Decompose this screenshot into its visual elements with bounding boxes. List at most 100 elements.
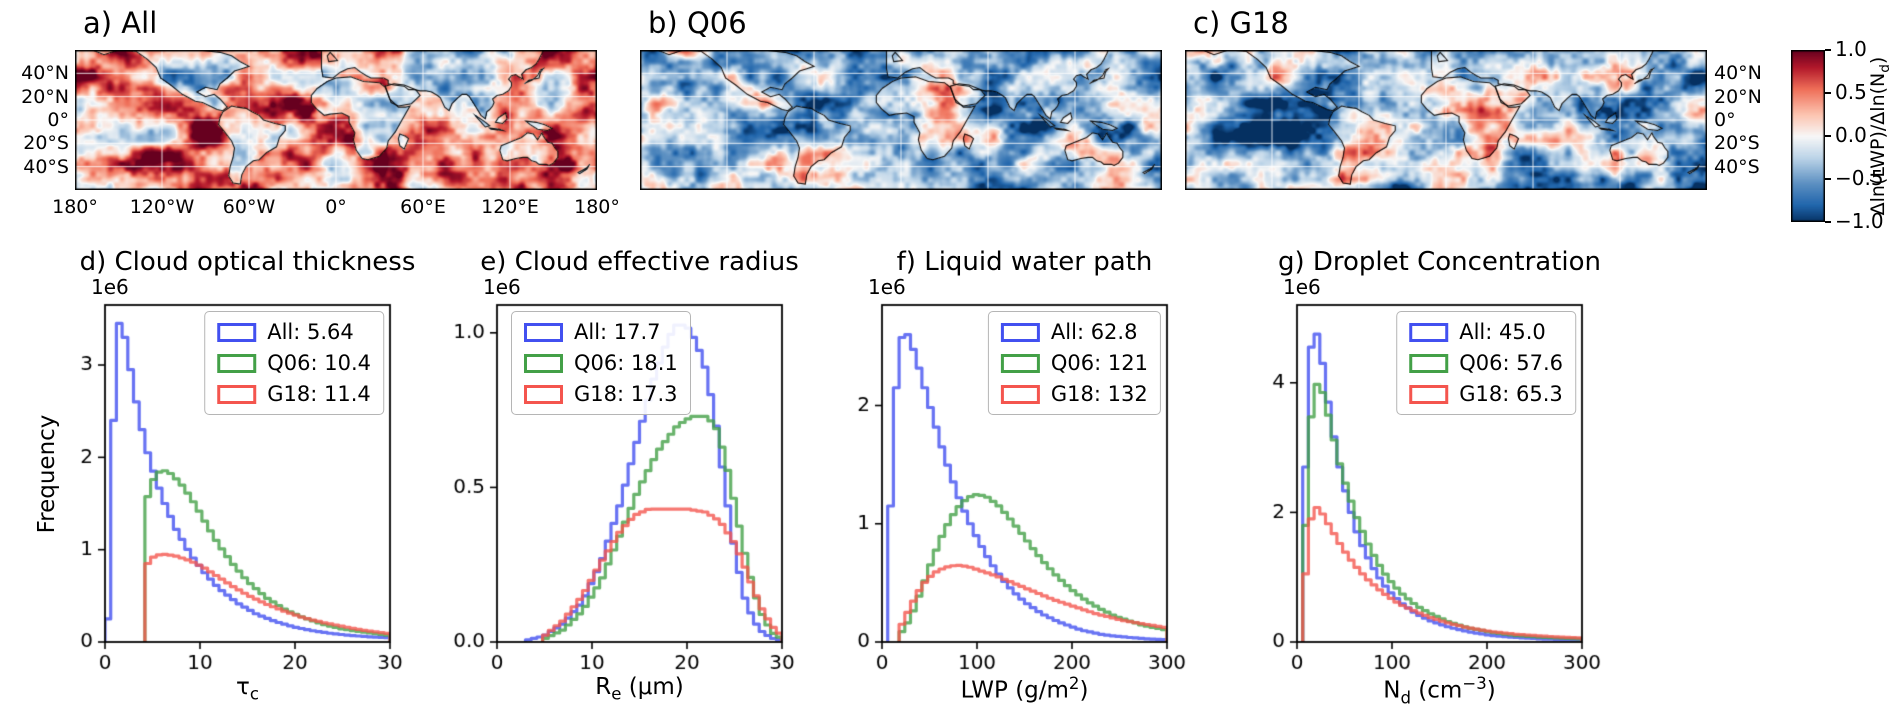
label-segment: LWP (g/m — [960, 677, 1069, 704]
map-lat-tick-label-right: 0° — [1714, 109, 1736, 131]
map-lat-tick-label-right: 40°N — [1714, 62, 1762, 85]
legend-swatch-g18 — [1000, 384, 1040, 404]
map-lat-tick-label-right: 20°S — [1714, 132, 1760, 155]
map-lat-tick-label-left: 20°N — [21, 85, 69, 108]
map-canvas-q06 — [640, 50, 1162, 190]
legend-item-q06: Q06: 10.4 — [217, 351, 371, 375]
label-segment: (μm) — [621, 674, 684, 700]
label-segment: d — [1876, 64, 1892, 73]
label-segment: c — [249, 684, 259, 704]
legend-swatch-g18 — [524, 384, 563, 404]
map-lat-tick-label-left: 20°S — [23, 132, 69, 155]
legend-label-all: All: 17.7 — [574, 320, 661, 344]
legend-swatch-all — [217, 322, 257, 342]
legend-swatch-q06 — [1000, 353, 1040, 373]
label-segment: τ — [236, 674, 250, 700]
label-segment: 2 — [1068, 674, 1080, 693]
legend-swatch-all — [1000, 322, 1040, 342]
label-segment: −3 — [1462, 674, 1487, 693]
map-lon-tick-label: 60°E — [400, 196, 446, 218]
legend-item-g18: G18: 11.4 — [217, 382, 371, 406]
hist-title-cloud-optical-thickness: d) Cloud optical thickness — [79, 247, 416, 277]
legend-label-q06: Q06: 18.1 — [574, 351, 678, 375]
map-canvas-all — [75, 50, 597, 190]
legend-item-all: All: 17.7 — [524, 320, 678, 344]
map-lat-tick-label-right: 40°S — [1714, 155, 1760, 178]
legend-item-g18: G18: 132 — [1000, 382, 1148, 406]
legend-e: All: 17.7 Q06: 18.1 G18: 17.3 — [511, 311, 691, 415]
legend-label-all: All: 45.0 — [1459, 320, 1546, 344]
x-axis-label-re: Re (μm) — [595, 674, 683, 704]
legend-label-q06: Q06: 57.6 — [1459, 351, 1563, 375]
colorbar-axis-label: Δln(LWP)/Δln(Nd) — [1867, 57, 1892, 216]
map-lon-tick-label: 120°W — [129, 196, 195, 218]
legend-label-g18: G18: 65.3 — [1459, 382, 1563, 406]
legend-label-q06: Q06: 10.4 — [267, 351, 371, 375]
map-lat-tick-label-right: 20°N — [1714, 85, 1762, 108]
colorbar-tick-label: 0.5 — [1835, 80, 1867, 104]
legend-item-g18: G18: 17.3 — [524, 382, 678, 406]
hist-title-liquid-water-path: f) Liquid water path — [896, 247, 1153, 277]
map-lon-tick-label: 0° — [325, 196, 347, 218]
legend-label-all: All: 62.8 — [1050, 320, 1138, 344]
colorbar-tick-label: 0.0 — [1835, 123, 1867, 147]
map-lat-tick-label-left: 40°S — [23, 155, 69, 178]
colorbar-tick-label: 1.0 — [1835, 37, 1867, 61]
legend-label-g18: G18: 17.3 — [574, 382, 678, 406]
colorbar-tick-label: −0.5 — [1835, 166, 1884, 190]
label-segment: R — [595, 674, 612, 700]
map-lat-tick-label-left: 40°N — [21, 62, 69, 85]
legend-label-g18: G18: 132 — [1050, 382, 1148, 406]
hist-title-droplet-concentration: g) Droplet Concentration — [1277, 247, 1602, 277]
map-lon-tick-label: 180° — [52, 196, 98, 218]
map-title-g18: c) G18 — [1193, 6, 1289, 40]
legend-label-all: All: 5.64 — [267, 320, 354, 344]
legend-item-g18: G18: 65.3 — [1409, 382, 1563, 406]
colorbar-gradient — [1791, 50, 1825, 222]
legend-swatch-q06 — [524, 353, 563, 373]
colorbar-tick-label: −1.0 — [1835, 209, 1884, 233]
label-segment: e — [611, 684, 622, 704]
map-lon-tick-label: 180° — [574, 196, 620, 218]
label-segment: Δln(LWP)/Δln(N — [1867, 72, 1890, 216]
legend-item-all: All: 45.0 — [1409, 320, 1563, 344]
label-segment: (cm — [1411, 677, 1463, 704]
legend-item-q06: Q06: 121 — [1000, 351, 1148, 375]
colorbar-tick-mark — [1825, 178, 1831, 180]
legend-item-q06: Q06: 18.1 — [524, 351, 678, 375]
legend-item-q06: Q06: 57.6 — [1409, 351, 1563, 375]
map-lon-tick-label: 120°E — [481, 196, 539, 218]
colorbar-tick-mark — [1825, 49, 1831, 51]
legend-label-q06: Q06: 121 — [1050, 351, 1148, 375]
legend-swatch-all — [1409, 322, 1449, 342]
label-segment: ) — [1486, 677, 1496, 704]
map-canvas-g18 — [1185, 50, 1707, 190]
legend-item-all: All: 5.64 — [217, 320, 371, 344]
map-title-q06: b) Q06 — [648, 6, 747, 40]
label-segment: ) — [1079, 677, 1089, 704]
hist-title-cloud-effective-radius: e) Cloud effective radius — [480, 247, 799, 277]
legend-swatch-q06 — [1409, 353, 1449, 373]
colorbar-tick-mark — [1825, 92, 1831, 94]
y-axis-label-frequency: Frequency — [34, 414, 60, 533]
x-axis-label-nd: Nd (cm−3) — [1383, 674, 1495, 707]
legend-swatch-g18 — [1409, 384, 1449, 404]
legend-d: All: 5.64 Q06: 10.4 G18: 11.4 — [204, 311, 384, 415]
legend-item-all: All: 62.8 — [1000, 320, 1148, 344]
legend-swatch-g18 — [217, 384, 257, 404]
map-title-all: a) All — [83, 6, 158, 40]
legend-label-g18: G18: 11.4 — [267, 382, 371, 406]
legend-swatch-q06 — [217, 353, 257, 373]
map-lon-tick-label: 60°W — [222, 196, 276, 218]
legend-f: All: 62.8 Q06: 121 G18: 132 — [987, 311, 1161, 415]
x-axis-label-lwp: LWP (g/m2) — [961, 674, 1089, 704]
colorbar-tick-mark — [1825, 135, 1831, 137]
legend-g: All: 45.0 Q06: 57.6 G18: 65.3 — [1396, 311, 1576, 415]
label-segment: d — [1400, 688, 1411, 708]
x-axis-label-tau-c: τc — [236, 674, 259, 704]
label-segment: ) — [1867, 56, 1890, 65]
label-segment: N — [1383, 677, 1401, 704]
colorbar-tick-mark — [1825, 221, 1831, 223]
map-lat-tick-label-left: 0° — [47, 109, 69, 131]
